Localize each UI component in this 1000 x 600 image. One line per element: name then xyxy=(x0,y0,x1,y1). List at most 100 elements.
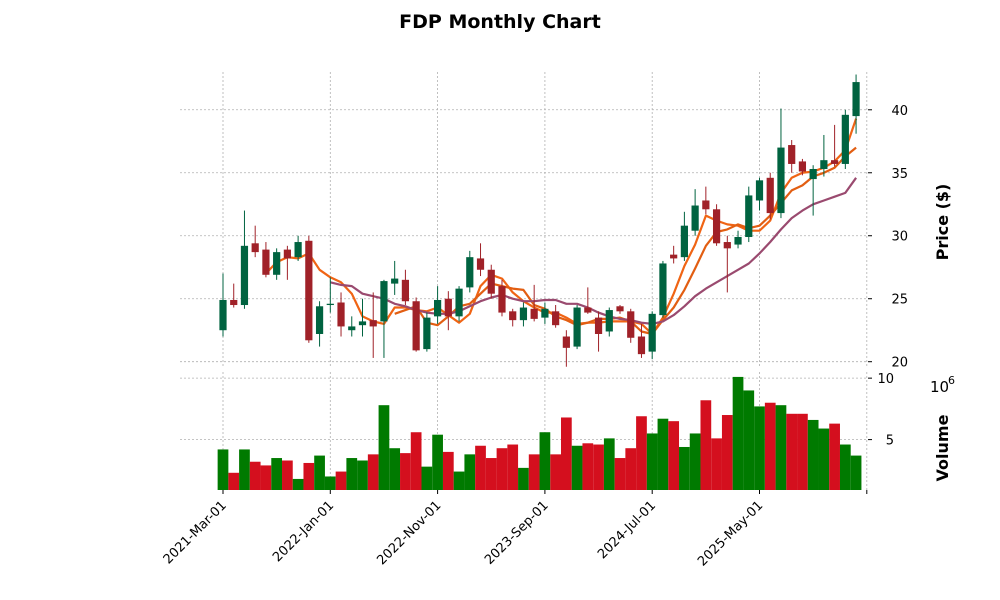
volume-bar xyxy=(539,432,551,490)
candle-body xyxy=(519,307,528,321)
candle-body xyxy=(498,286,506,313)
volume-bar xyxy=(593,444,604,490)
candle-body xyxy=(648,313,656,352)
volume-bar xyxy=(475,445,486,490)
candle-body xyxy=(251,243,259,253)
candle-body xyxy=(240,245,249,306)
candle-body xyxy=(594,317,603,334)
volume-bar xyxy=(614,458,626,490)
candle-body xyxy=(434,299,442,317)
volume-bar xyxy=(324,476,336,490)
volume-bar xyxy=(582,443,594,490)
volume-bar xyxy=(528,454,540,490)
volume-bar xyxy=(721,415,733,490)
volume-bar xyxy=(818,428,830,490)
candle-body xyxy=(573,307,581,347)
volume-bar xyxy=(410,432,422,490)
price-axis-label: Price ($) xyxy=(933,184,952,261)
volume-bar xyxy=(400,453,411,490)
x-tick-label: 2022-Jan-01 xyxy=(270,498,337,565)
volume-bar xyxy=(732,376,744,490)
candle-body xyxy=(326,303,334,306)
volume-bar xyxy=(679,446,690,490)
volume-bar xyxy=(839,444,851,490)
candle-body xyxy=(412,301,420,351)
volume-bar xyxy=(464,454,476,490)
volume-bar xyxy=(700,400,712,490)
volume-bar xyxy=(807,419,819,490)
volume-bar xyxy=(292,478,304,490)
candle-body xyxy=(380,281,388,322)
volume-axis-label: Volume xyxy=(933,414,952,481)
candle-body xyxy=(262,249,270,275)
volume-bar xyxy=(518,467,529,490)
candle-body xyxy=(455,288,463,317)
candle-body xyxy=(283,249,291,259)
candle-body xyxy=(509,311,517,321)
candle-body xyxy=(755,180,764,201)
volume-bar xyxy=(485,458,497,490)
candle-body xyxy=(745,195,753,238)
volume-bar xyxy=(507,444,519,490)
candlestick-layer xyxy=(219,74,860,367)
volume-bar xyxy=(689,433,701,490)
volume-bar xyxy=(786,413,798,490)
volume-bar xyxy=(217,449,229,490)
x-tick-label: 2023-Sep-01 xyxy=(482,498,552,568)
candle-body xyxy=(219,299,227,331)
volume-bar xyxy=(271,458,283,490)
volume-bar xyxy=(764,402,776,490)
volume-bar xyxy=(571,445,583,490)
candle-body xyxy=(605,310,613,332)
volume-layer xyxy=(217,376,862,490)
candle-body xyxy=(788,145,796,164)
candle-body xyxy=(552,311,560,326)
volume-bar xyxy=(421,466,433,490)
volume-bar xyxy=(378,405,390,490)
candle-body xyxy=(680,225,688,258)
price-tick-label: 30 xyxy=(891,230,908,245)
volume-bar xyxy=(646,433,658,490)
candle-body xyxy=(734,237,742,245)
candle-body xyxy=(230,299,238,306)
volume-bar xyxy=(496,448,508,490)
candle-body xyxy=(809,168,817,180)
candle-body xyxy=(358,321,367,326)
price-tick-label: 35 xyxy=(891,167,908,182)
volume-bar xyxy=(711,438,722,490)
candle-body xyxy=(273,252,281,275)
volume-bar xyxy=(657,418,669,490)
candle-body xyxy=(541,308,549,318)
candle-body xyxy=(820,160,828,169)
volume-bar xyxy=(829,423,840,490)
volume-bar xyxy=(850,455,862,490)
volume-exponent: 10 6 xyxy=(930,374,955,396)
volume-tick-label: 10 xyxy=(877,372,894,387)
candle-body xyxy=(369,320,377,327)
volume-bar xyxy=(668,421,680,490)
volume-bar xyxy=(357,460,368,490)
candle-body xyxy=(348,326,356,331)
volume-bar xyxy=(775,405,787,490)
volume-bar xyxy=(442,451,454,490)
volume-bar xyxy=(636,416,647,490)
candle-body xyxy=(852,82,860,117)
volume-bar xyxy=(754,406,765,490)
candle-body xyxy=(616,306,624,312)
price-tick-label: 25 xyxy=(891,293,908,308)
volume-bar xyxy=(389,448,401,490)
candle-body xyxy=(487,269,495,294)
candle-body xyxy=(391,278,399,284)
volume-bar xyxy=(625,448,637,490)
candle-body xyxy=(294,242,302,258)
volume-bar xyxy=(335,471,347,490)
candle-body xyxy=(841,114,849,164)
volume-bar xyxy=(228,472,240,490)
volume-bar xyxy=(367,454,379,490)
volume-bar xyxy=(743,390,755,490)
volume-bar xyxy=(797,413,808,490)
candle-body xyxy=(712,209,721,244)
candle-body xyxy=(627,311,635,338)
moving-average-line xyxy=(265,118,858,336)
volume-bar xyxy=(453,471,465,490)
